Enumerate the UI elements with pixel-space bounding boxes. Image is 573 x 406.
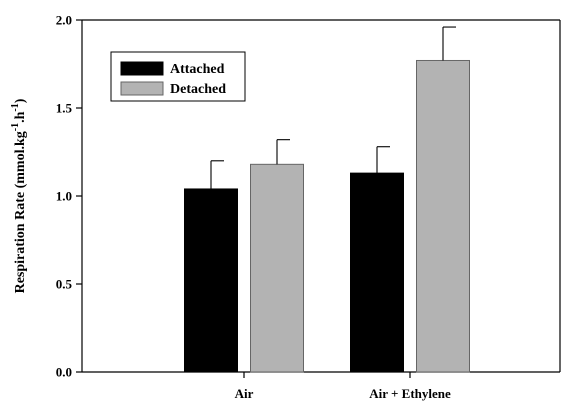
legend-label-attached: Attached	[170, 62, 225, 77]
legend: Attached Detached	[110, 51, 246, 102]
legend-label-detached: Detached	[170, 82, 226, 97]
x-tick-label: Air + Ethylene	[369, 386, 451, 401]
bar-attached	[350, 172, 404, 373]
bar-detached	[416, 59, 470, 373]
y-axis-label: Respiration Rate (mmol.kg-1.h-1)	[10, 98, 28, 293]
y-axis-label-end: )	[13, 98, 28, 103]
y-tick-label: 0.5	[56, 277, 73, 292]
y-tick-label: 0.0	[56, 365, 72, 380]
y-tick-label: 2.0	[56, 13, 72, 28]
y-axis-label-base: Respiration Rate (mmol.kg	[13, 131, 28, 293]
bar-detached	[250, 163, 304, 373]
y-tick-label: 1.5	[56, 101, 73, 116]
bar-attached	[184, 188, 238, 373]
legend-swatch-attached	[120, 61, 164, 76]
x-axis-ticks: Air Air + Ethylene	[235, 372, 451, 401]
y-axis-label-sup2: -1	[10, 103, 21, 111]
x-tick-label: Air	[235, 386, 254, 401]
y-axis-label-mid: .h	[13, 111, 28, 123]
y-axis-label-sup1: -1	[10, 123, 21, 131]
y-axis-ticks: 0.0 0.5 1.0 1.5 2.0	[56, 13, 82, 380]
bar-series	[184, 26, 470, 373]
y-tick-label: 1.0	[56, 189, 72, 204]
legend-swatch-detached	[120, 81, 164, 96]
